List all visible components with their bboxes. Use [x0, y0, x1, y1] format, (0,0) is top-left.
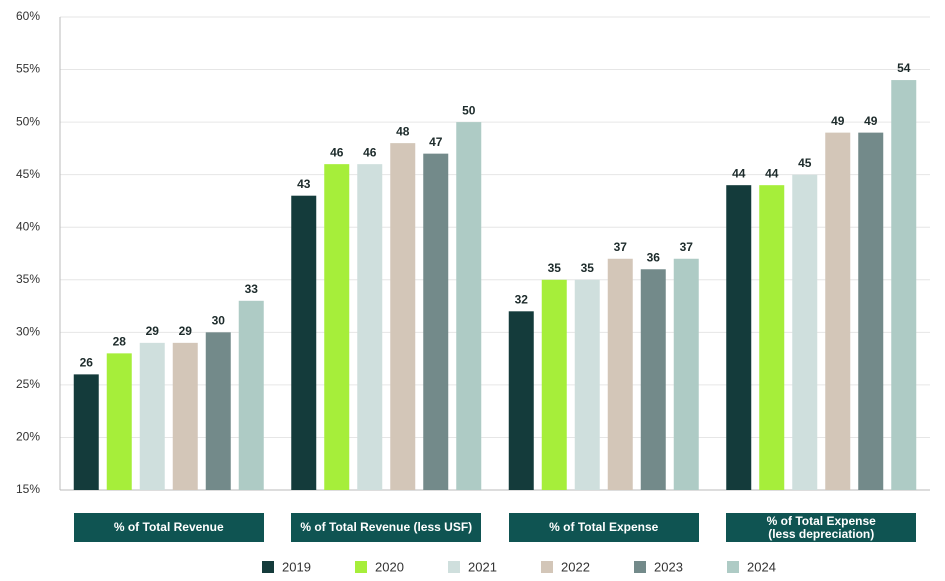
y-tick-label: 30% [16, 325, 40, 339]
y-tick-label: 40% [16, 219, 40, 233]
bar [891, 80, 917, 491]
bar [759, 185, 785, 490]
bar [73, 374, 99, 490]
y-tick-label: 60% [16, 9, 40, 23]
value-label: 30 [212, 314, 226, 328]
category-label: % of Total Revenue (less USF) [291, 513, 482, 542]
value-label: 46 [330, 145, 344, 159]
legend-swatch [262, 561, 274, 573]
value-label: 54 [897, 61, 911, 75]
bar [324, 164, 350, 490]
bar [456, 122, 482, 490]
legend-swatch [727, 561, 739, 573]
value-label: 43 [297, 177, 311, 191]
y-tick-label: 45% [16, 167, 40, 181]
bar [673, 258, 699, 490]
value-label: 32 [515, 292, 529, 306]
value-label: 37 [680, 240, 694, 254]
bar [205, 332, 231, 490]
value-label: 29 [146, 324, 160, 338]
legend-swatch [448, 561, 460, 573]
value-label: 49 [864, 114, 878, 128]
value-label: 33 [245, 282, 259, 296]
legend-label: 2023 [654, 559, 683, 574]
value-label: 26 [80, 356, 94, 370]
value-label: 29 [179, 324, 193, 338]
y-tick-label: 35% [16, 272, 40, 286]
bar [238, 300, 264, 490]
bar [508, 311, 534, 490]
value-label: 35 [548, 261, 562, 275]
bar [726, 185, 752, 490]
bar [291, 195, 317, 490]
value-label: 44 [732, 166, 746, 180]
legend-label: 2024 [747, 559, 776, 574]
value-label: 50 [462, 103, 476, 117]
bar [640, 269, 666, 490]
value-label: 46 [363, 145, 377, 159]
legend-swatch [634, 561, 646, 573]
y-tick-label: 25% [16, 377, 40, 391]
bar [139, 342, 165, 490]
bar [825, 132, 851, 490]
bar [541, 279, 567, 490]
legend-label: 2020 [375, 559, 404, 574]
value-label: 28 [113, 335, 127, 349]
category-label: % of Total Expense (less depreciation) [726, 513, 917, 542]
bar [357, 164, 383, 490]
bar [423, 153, 449, 490]
legend-swatch [355, 561, 367, 573]
legend-swatch [541, 561, 553, 573]
legend-label: 2019 [282, 559, 311, 574]
bar [390, 143, 416, 490]
bar [172, 342, 198, 490]
value-label: 35 [581, 261, 595, 275]
bar [574, 279, 600, 490]
legend-label: 2021 [468, 559, 497, 574]
legend-label: 2022 [561, 559, 590, 574]
bar [607, 258, 633, 490]
y-tick-label: 55% [16, 62, 40, 76]
bar [106, 353, 132, 490]
y-tick-label: 15% [16, 482, 40, 496]
value-label: 48 [396, 124, 410, 138]
value-label: 47 [429, 135, 443, 149]
value-label: 36 [647, 250, 661, 264]
y-tick-label: 50% [16, 114, 40, 128]
category-label: % of Total Expense [508, 513, 699, 542]
y-tick-label: 20% [16, 430, 40, 444]
value-label: 44 [765, 166, 779, 180]
value-label: 37 [614, 240, 628, 254]
value-label: 49 [831, 114, 845, 128]
bar [792, 174, 818, 490]
value-label: 45 [798, 156, 812, 170]
category-label: % of Total Revenue [73, 513, 264, 542]
bar [858, 132, 884, 490]
